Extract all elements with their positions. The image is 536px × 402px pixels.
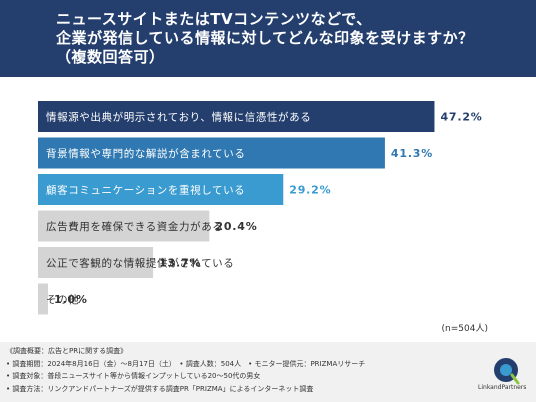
page-title: ニュースサイトまたはTVコンテンツなどで、 企業が発信している情報に対してどんな…	[56, 10, 526, 67]
sample-size-label: (n=504人)	[442, 323, 488, 334]
value-label-2: 41.3%	[391, 147, 433, 160]
bar-3	[38, 174, 284, 205]
bar-5	[38, 247, 154, 278]
survey-method: • 調査方法：リンクアンドパートナーズが提供する調査PR「PRIZMA」によるイ…	[6, 384, 314, 393]
category-label-1: 情報源や出典が明示されており、情報に信憑性がある	[46, 111, 311, 124]
value-label-6: 1.0%	[54, 293, 88, 306]
header-banner	[0, 0, 536, 77]
category-label-3: 顧客コミュニケーションを重視している	[46, 184, 245, 197]
bar-6	[38, 283, 48, 315]
value-label-1: 47.2%	[440, 111, 482, 124]
bar-chart: 情報源や出典が明示されており、情報に信憑性がある 47.2% 背景情報や専門的な解説…	[38, 101, 488, 334]
survey-notes: 《調査概要：広告とPRに関する調査》 • 調査期間：2024年8月16日（金）〜…	[6, 345, 365, 395]
survey-target: • 調査対象：普段ニュースサイト等から情報インプットしている20〜50代の男女	[6, 372, 261, 380]
category-label-2: 背景情報や専門的な解説が含まれている	[46, 147, 245, 160]
bar-1	[38, 101, 435, 132]
title-line-1: ニュースサイトまたはTVコンテンツなどで、	[56, 10, 372, 28]
survey-period: • 調査期間：2024年8月16日（金）〜8月17日（土） • 調査人数：504…	[6, 359, 366, 368]
title-line-3: （複数回答可）	[56, 48, 165, 66]
title-line-2: 企業が発信している情報に対してどんな印象を受けますか？	[56, 29, 474, 47]
bar-2	[38, 137, 385, 169]
bar-4	[38, 210, 210, 242]
value-label-5: 13.7%	[159, 257, 201, 270]
value-label-3: 29.2%	[289, 184, 331, 197]
value-label-4: 20.4%	[215, 220, 257, 233]
company-logo-icon	[494, 358, 520, 385]
category-label-4: 広告費用を確保できる資金力がある	[46, 220, 223, 233]
category-label-5: 公正で客観的な情報提供がされている	[46, 257, 234, 270]
category-label-6: その他	[46, 293, 79, 306]
company-logo-name: LinkandPartners	[478, 384, 527, 391]
survey-footer	[0, 342, 536, 402]
survey-heading: 《調査概要：広告とPRに関する調査》	[6, 347, 128, 355]
